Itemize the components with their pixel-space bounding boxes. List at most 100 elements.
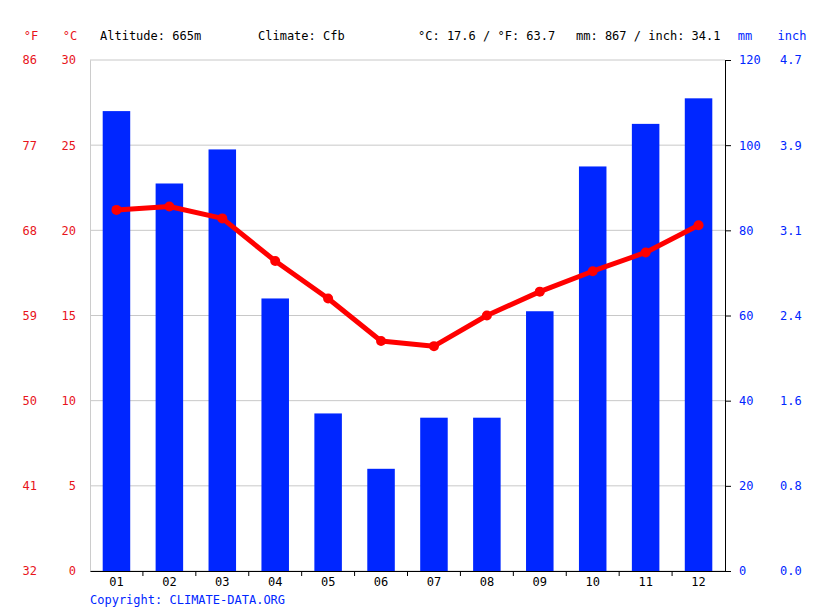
x-tick: 10: [585, 571, 599, 589]
x-tick-label: 08: [480, 575, 494, 589]
bar: [526, 311, 554, 571]
y2-tick-label: 60: [739, 309, 753, 323]
bar: [314, 413, 342, 571]
y-alt-tick: 59: [23, 309, 90, 323]
header-text: Altitude: 665m: [100, 29, 201, 43]
bar: [156, 183, 184, 571]
y-tick: 5: [69, 479, 90, 493]
x-tick: 01: [109, 571, 123, 589]
y-tick: 15: [62, 309, 90, 323]
x-tick: 02: [162, 571, 176, 589]
y-unit: °C: [63, 29, 77, 43]
x-tick: 04: [268, 571, 282, 589]
y2-tick-label: 80: [739, 224, 753, 238]
x-boundary-tick: [619, 571, 620, 576]
x-tick: 08: [480, 571, 494, 589]
x-boundary-ticks: [143, 571, 672, 576]
x-tick-label: 11: [638, 575, 652, 589]
grid-line: [90, 315, 725, 316]
y2-alt-unit: inch: [778, 29, 807, 43]
y-tick-label: 25: [62, 139, 76, 153]
y2-alt-tick: 4.7: [725, 53, 802, 67]
line-series: [111, 201, 703, 351]
y-alt-tick-label: 77: [23, 139, 37, 153]
y-axis-line: [90, 61, 91, 572]
y-tick: 10: [62, 394, 90, 408]
y2-tick: 20: [725, 479, 753, 493]
y-alt-tick: 77: [23, 139, 90, 153]
y2-tick-label: 120: [739, 53, 761, 67]
x-boundary-tick: [248, 571, 249, 576]
y2-axis: 0 20 40 60 80 100 120: [725, 53, 761, 578]
marker: [217, 213, 227, 223]
y2-alt-tick-label: 4.7: [780, 53, 802, 67]
y-tick-label: 20: [62, 224, 76, 238]
y2-tick: 120: [725, 53, 761, 67]
y2-tick: 0: [725, 564, 746, 578]
bar: [579, 166, 607, 571]
y2-tick-label: 0: [739, 564, 746, 578]
y-tick: 20: [62, 224, 90, 238]
copyright: Copyright: CLIMATE-DATA.ORG: [90, 593, 285, 607]
y-tick-label: 10: [62, 394, 76, 408]
bars: [103, 98, 713, 571]
y-alt-tick: 32: [23, 564, 90, 578]
header-text: °C: 17.6 / °F: 63.7: [418, 29, 555, 43]
x-boundary-tick: [195, 571, 196, 576]
y-tick: 25: [62, 139, 90, 153]
y2-tick-label: 20: [739, 479, 753, 493]
y-alt-tick: 50: [23, 394, 90, 408]
x-boundary-tick: [301, 571, 302, 576]
bar: [103, 111, 131, 571]
x-tick-label: 10: [585, 575, 599, 589]
y2-alt-tick: 3.9: [725, 139, 802, 153]
y-alt-tick-label: 86: [23, 53, 37, 67]
y-tick: 30: [62, 53, 90, 67]
y-alt-tick-label: 32: [23, 564, 37, 578]
x-boundary-tick: [513, 571, 514, 576]
bar: [685, 98, 713, 571]
y-tick: 0: [69, 564, 90, 578]
x-tick-label: 07: [427, 575, 441, 589]
x-tick: 06: [374, 571, 388, 589]
bar: [261, 298, 289, 571]
x-tick-label: 01: [109, 575, 123, 589]
marker: [535, 287, 545, 297]
x-tick-label: 03: [215, 575, 229, 589]
x-boundary-tick: [672, 571, 673, 576]
y2-unit: mm: [738, 29, 752, 43]
y2-alt-tick: 0.8: [725, 479, 802, 493]
y-tick-label: 30: [62, 53, 76, 67]
grid-line: [90, 145, 725, 146]
x-tick: 05: [321, 571, 335, 589]
bar: [473, 418, 501, 571]
y2-alt-tick-label: 0.8: [780, 479, 802, 493]
x-tick-label: 05: [321, 575, 335, 589]
y-alt-tick: 68: [23, 224, 90, 238]
y2-tick-label: 40: [739, 394, 753, 408]
y-alt-tick-label: 68: [23, 224, 37, 238]
plot-area: [103, 98, 713, 571]
y-tick-label: 15: [62, 309, 76, 323]
x-tick-label: 06: [374, 575, 388, 589]
x-tick: 11: [638, 571, 652, 589]
x-tick-label: 12: [691, 575, 705, 589]
marker: [323, 293, 333, 303]
grid-line: [90, 485, 725, 486]
x-boundary-tick: [460, 571, 461, 576]
y2-tick: 100: [725, 139, 761, 153]
bar: [632, 124, 660, 571]
line: [116, 206, 698, 346]
grid-line: [90, 230, 725, 231]
marker: [641, 247, 651, 257]
header-text: mm: 867 / inch: 34.1: [576, 29, 721, 43]
y-alt-tick: 41: [23, 479, 90, 493]
x-tick-label: 09: [533, 575, 547, 589]
x-tick: 07: [427, 571, 441, 589]
y-alt-tick-label: 59: [23, 309, 37, 323]
y-alt-tick-label: 50: [23, 394, 37, 408]
y2-tick-label: 100: [739, 139, 761, 153]
y-axis-alt-line: [90, 61, 91, 572]
grid-line: [90, 400, 725, 401]
y2-alt-tick: 3.1: [725, 224, 802, 238]
